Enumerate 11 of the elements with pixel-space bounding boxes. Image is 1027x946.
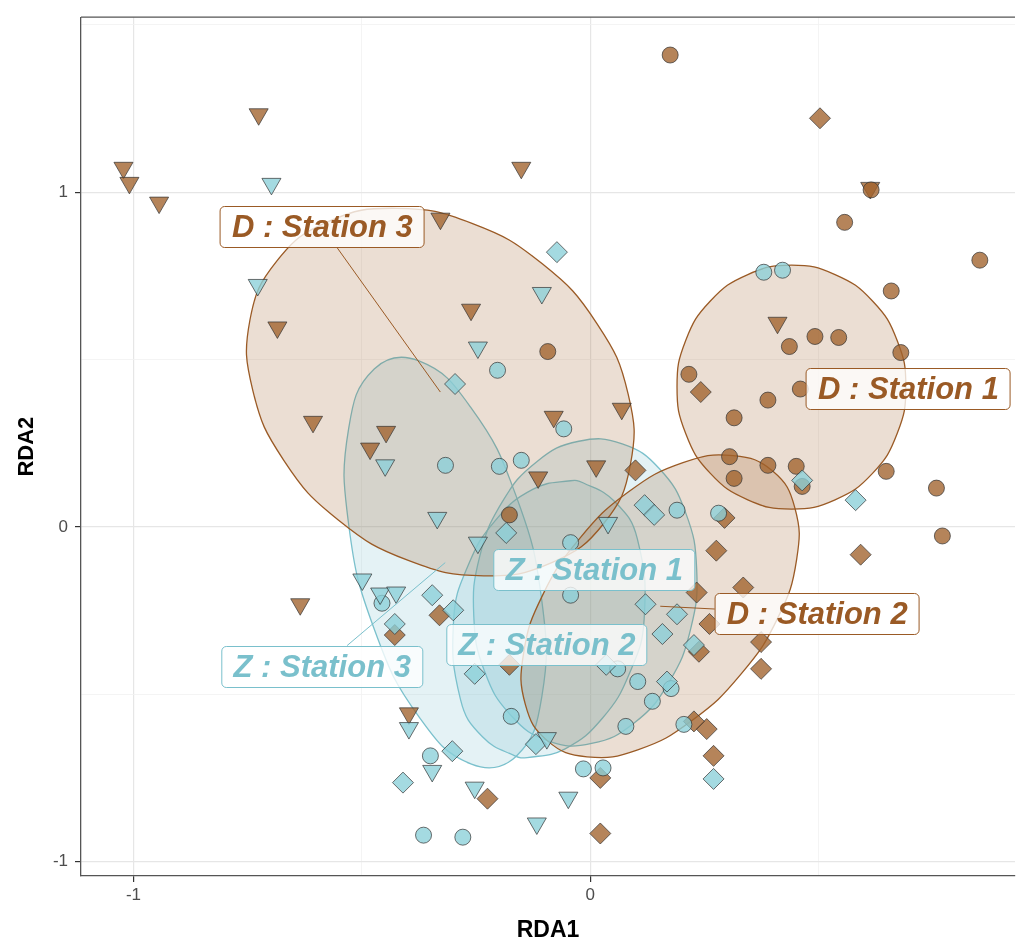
series-label: D : Station 3 — [219, 206, 425, 249]
series-label: D : Station 1 — [806, 368, 1011, 411]
legend-label: D : Station 2 — [714, 593, 920, 636]
x-axis-title: RDA1 — [516, 915, 580, 942]
y-tick-label: 1 — [58, 181, 68, 201]
y-tick-label: 0 — [58, 516, 68, 536]
series-label: Z : Station 2 — [446, 624, 648, 667]
series-label: Z : Station 3 — [221, 645, 423, 688]
series-label: Z : Station 1 — [493, 549, 696, 592]
y-axis-title: RDA2 — [13, 416, 39, 477]
y-tick-label: -1 — [52, 851, 68, 871]
